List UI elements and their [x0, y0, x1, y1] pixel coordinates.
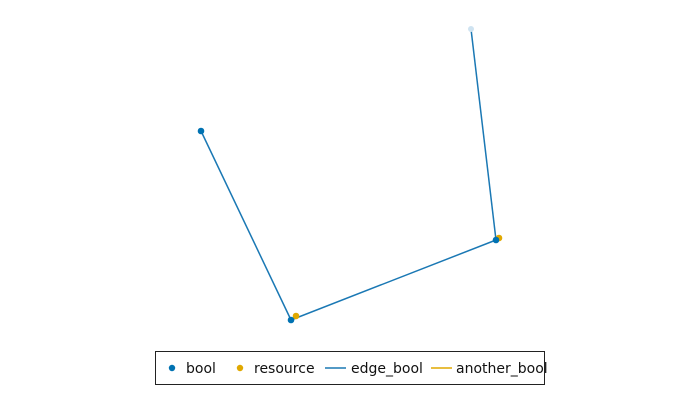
legend-edge-bool-label: edge_bool — [351, 361, 423, 377]
bool-node-n1 — [197, 127, 205, 135]
legend-resource-marker — [236, 364, 244, 372]
legend-another-bool-label: another_bool — [456, 361, 548, 377]
legend-resource-label: resource — [254, 361, 315, 377]
graph-nodes — [197, 26, 503, 324]
legend: bool resource edge_bool another_bool — [155, 351, 548, 385]
legend-bool-marker — [168, 364, 176, 372]
bool-node-n2 — [287, 316, 295, 324]
legend-bool-label: bool — [186, 361, 216, 377]
graph-edges — [200, 28, 497, 321]
edge-e1 — [200, 130, 292, 321]
bool-node-n3 — [492, 236, 500, 244]
bool-node-n4 — [468, 26, 474, 32]
edge-e3 — [470, 28, 497, 241]
edge-e2 — [290, 239, 497, 321]
resource-node-r1 — [292, 312, 300, 320]
legend-frame — [155, 351, 545, 385]
